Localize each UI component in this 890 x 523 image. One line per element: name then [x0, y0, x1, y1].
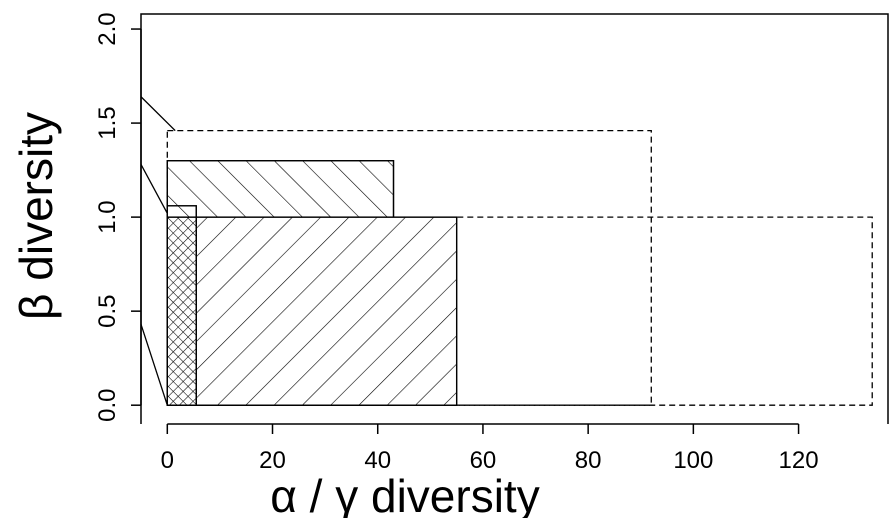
x-tick-label: 20 [259, 447, 286, 474]
x-tick-label: 120 [779, 447, 819, 474]
connector-line-3 [140, 324, 168, 406]
connector-line-2 [140, 164, 168, 214]
y-tick-label: 2.0 [94, 12, 121, 45]
y-tick-label: 0.0 [94, 389, 121, 422]
x-axis-title: α / γ diversity [270, 470, 539, 518]
x-tick-label: 40 [364, 447, 391, 474]
x-tick-label: 100 [673, 447, 713, 474]
y-tick-label: 1.0 [94, 200, 121, 233]
y-axis-title: β diversity [10, 112, 62, 320]
connector-line-1 [140, 96, 176, 132]
x-tick-label: 0 [161, 447, 174, 474]
x-tick-label: 80 [575, 447, 602, 474]
y-tick-label: 0.5 [94, 294, 121, 327]
diversity-rect-6-hatch [166, 216, 197, 406]
x-tick-label: 60 [470, 447, 497, 474]
diversity-rect-4-hatch [166, 216, 458, 406]
y-tick-label: 1.5 [94, 106, 121, 139]
